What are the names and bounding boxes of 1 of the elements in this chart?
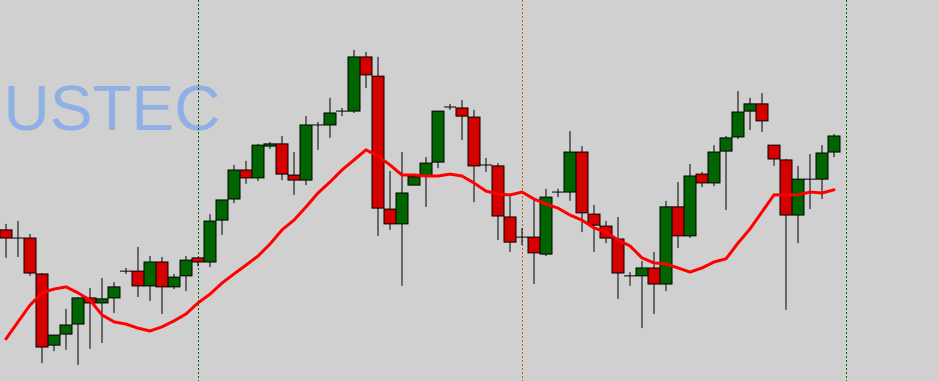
chart-title: USTEC — [4, 72, 220, 144]
